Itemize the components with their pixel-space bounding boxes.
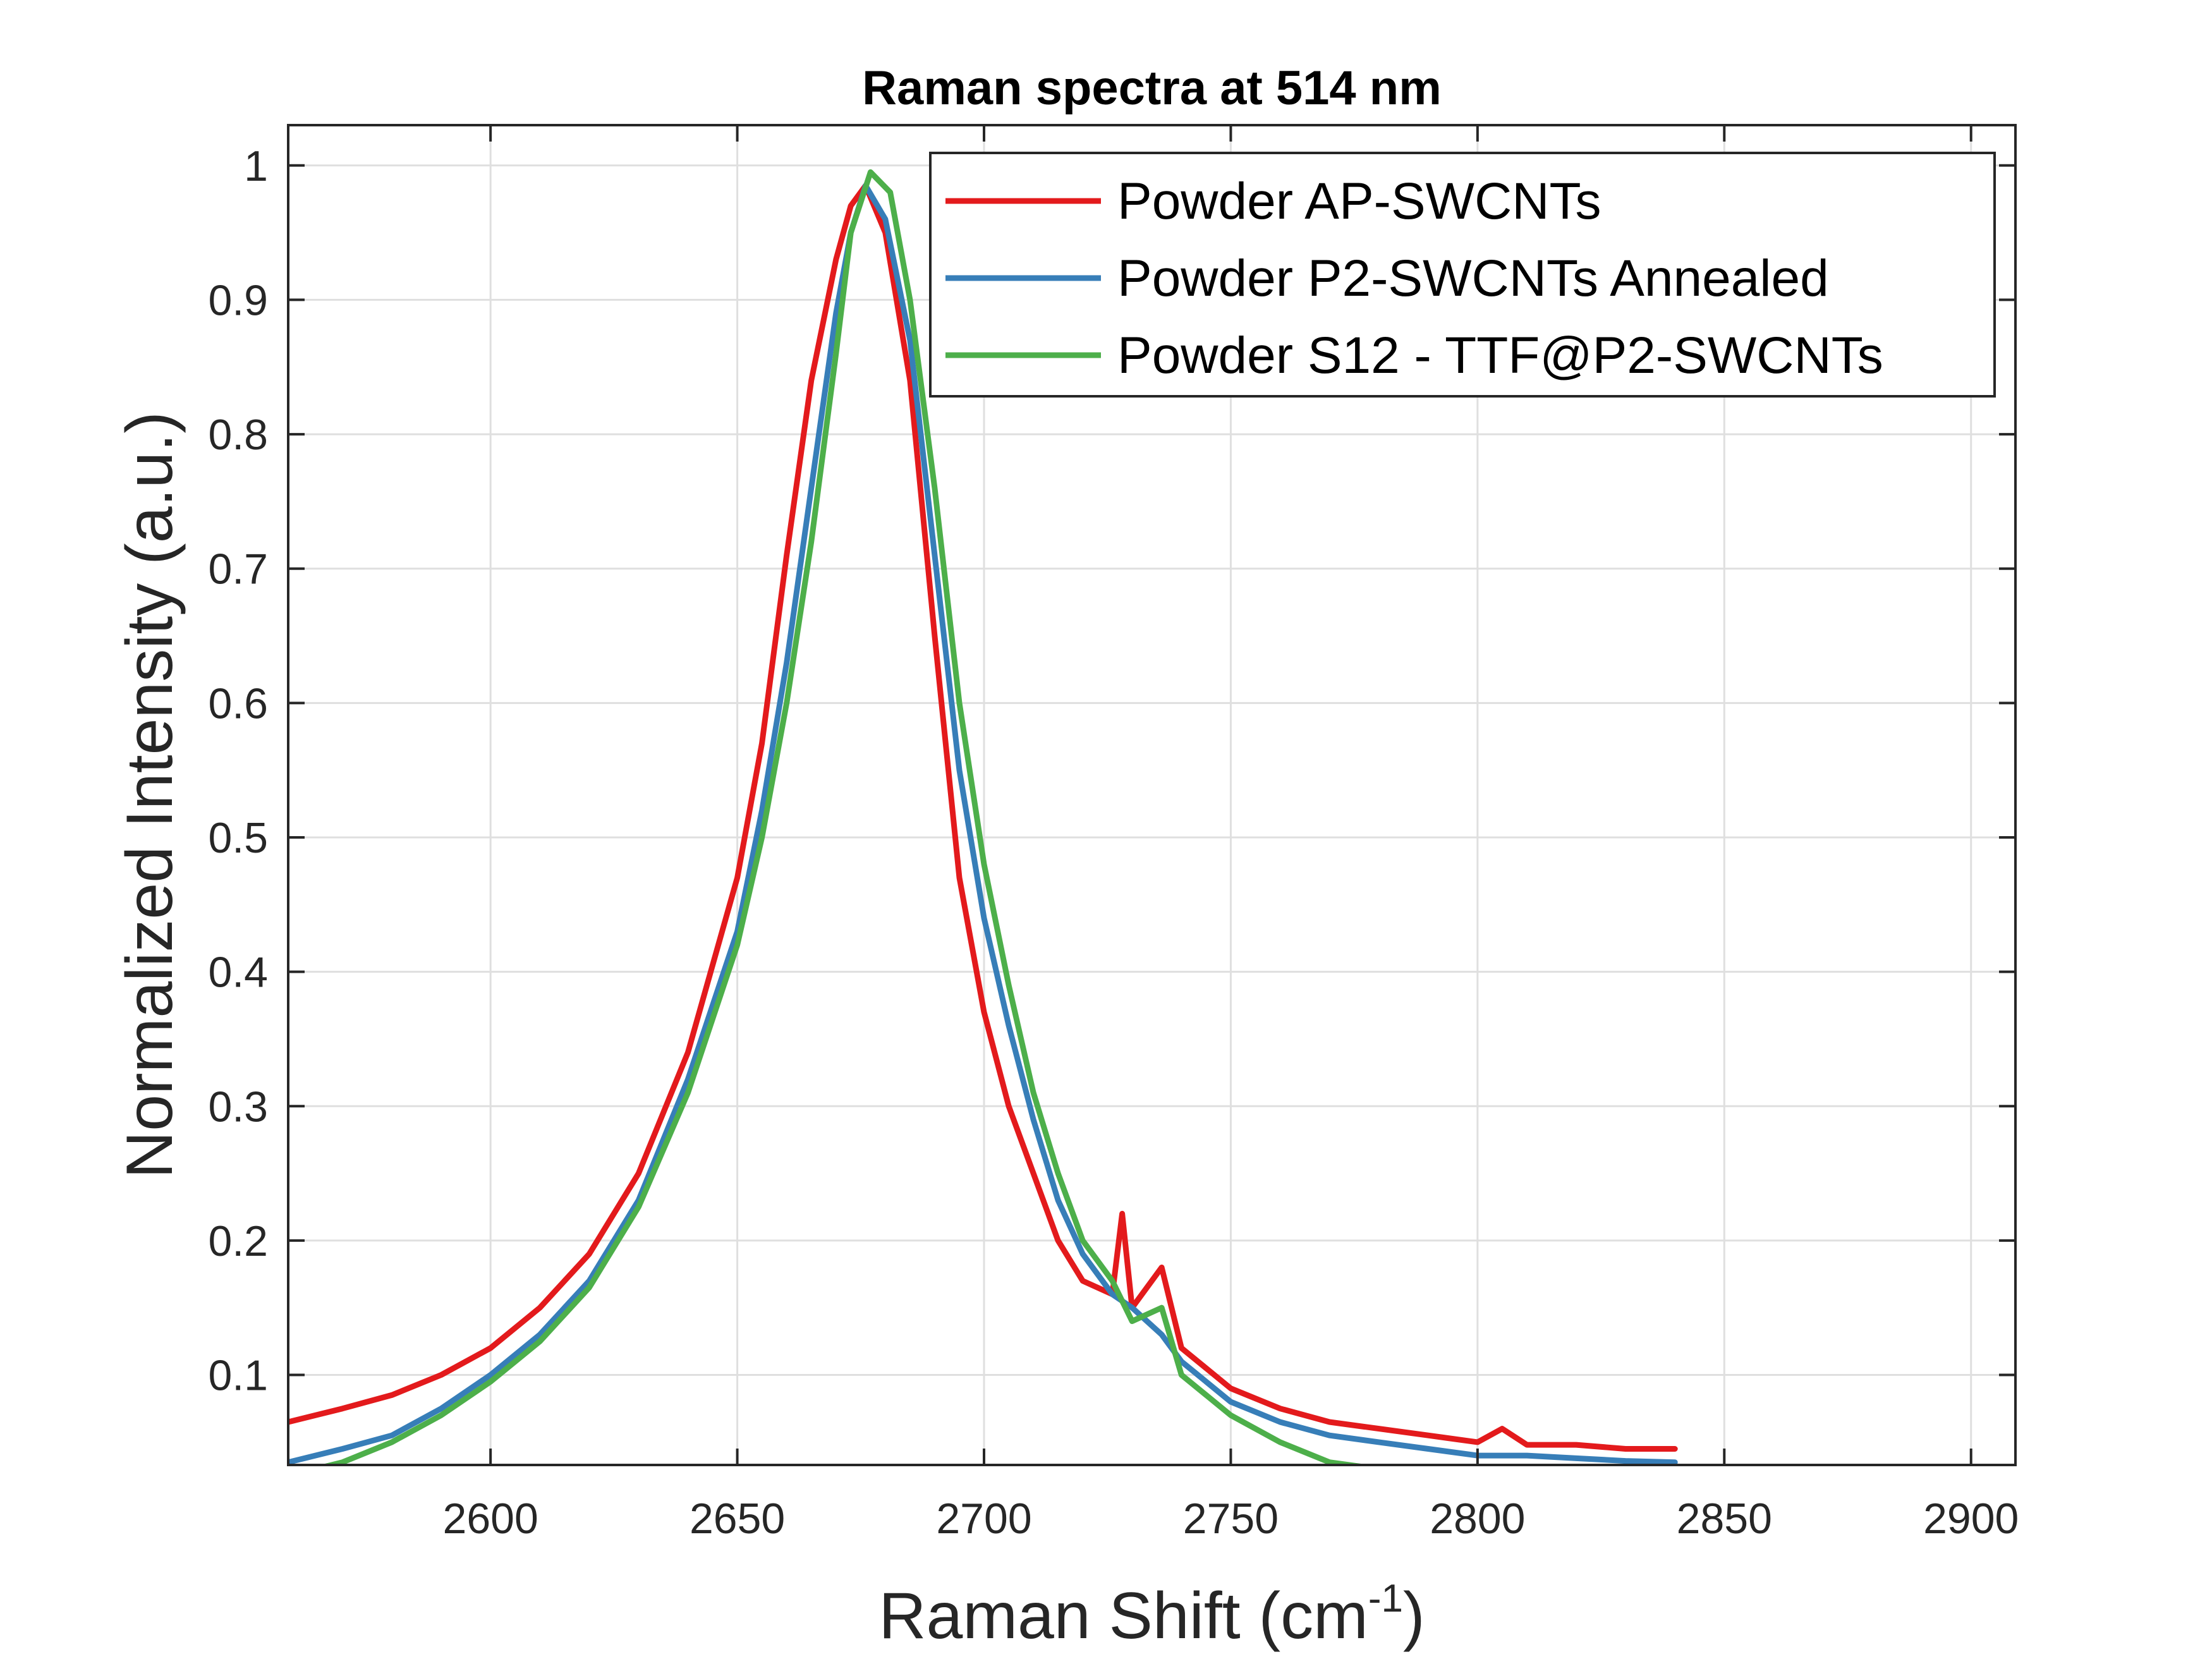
y-tick-label: 0.1 <box>208 1352 268 1400</box>
x-axis-label-text: Raman Shift (cm <box>878 1579 1368 1653</box>
y-tick-label: 0.3 <box>208 1083 268 1131</box>
y-axis-label: Normalized Intensity (a.u.) <box>113 411 186 1179</box>
y-tick-label: 0.4 <box>208 949 268 997</box>
axes-frame <box>287 124 2017 1466</box>
x-tick-label: 2900 <box>1923 1495 2019 1543</box>
legend-box <box>929 152 1996 398</box>
legend-label-2: Powder P2-SWCNTs Annealed <box>1117 250 1829 307</box>
y-tick-label: 0.7 <box>208 545 268 593</box>
chart-title: Raman spectra at 514 nm <box>862 61 1442 115</box>
y-tick-label: 0.6 <box>208 679 268 727</box>
x-axis-label: Raman Shift (cm-1) <box>878 1577 1425 1653</box>
y-tick-label: 1 <box>244 142 268 190</box>
x-tick-label: 2750 <box>1183 1495 1279 1543</box>
x-tick-label: 2700 <box>936 1495 1031 1543</box>
y-tick-label: 0.2 <box>208 1217 268 1265</box>
legend: Powder AP-SWCNTs Powder P2-SWCNTs Anneale… <box>929 152 1996 398</box>
legend-label-1: Powder AP-SWCNTs <box>1117 173 1601 230</box>
x-axis-label-suffix: ) <box>1403 1579 1425 1653</box>
y-tick-label: 0.5 <box>208 814 268 862</box>
y-tick-label: 0.9 <box>208 276 268 324</box>
x-axis-label-superscript: -1 <box>1368 1577 1403 1620</box>
series-line-2 <box>288 183 1678 1465</box>
x-tick-label: 2850 <box>1677 1495 1772 1543</box>
x-tick-label: 2600 <box>443 1495 538 1543</box>
x-tick-label: 2650 <box>690 1495 785 1543</box>
series-line-3 <box>319 169 1371 1465</box>
legend-label-3: Powder S12 - TTF@P2-SWCNTs <box>1117 327 1883 384</box>
series-line-1 <box>288 183 1678 1452</box>
y-tick-label: 0.8 <box>208 411 268 459</box>
x-tick-label: 2800 <box>1430 1495 1525 1543</box>
series-lines <box>288 169 1678 1465</box>
axis-ticks: 2600 2650 2700 2750 2800 2850 2900 0.1 0.2 0.3 0.4… <box>208 125 2019 1543</box>
